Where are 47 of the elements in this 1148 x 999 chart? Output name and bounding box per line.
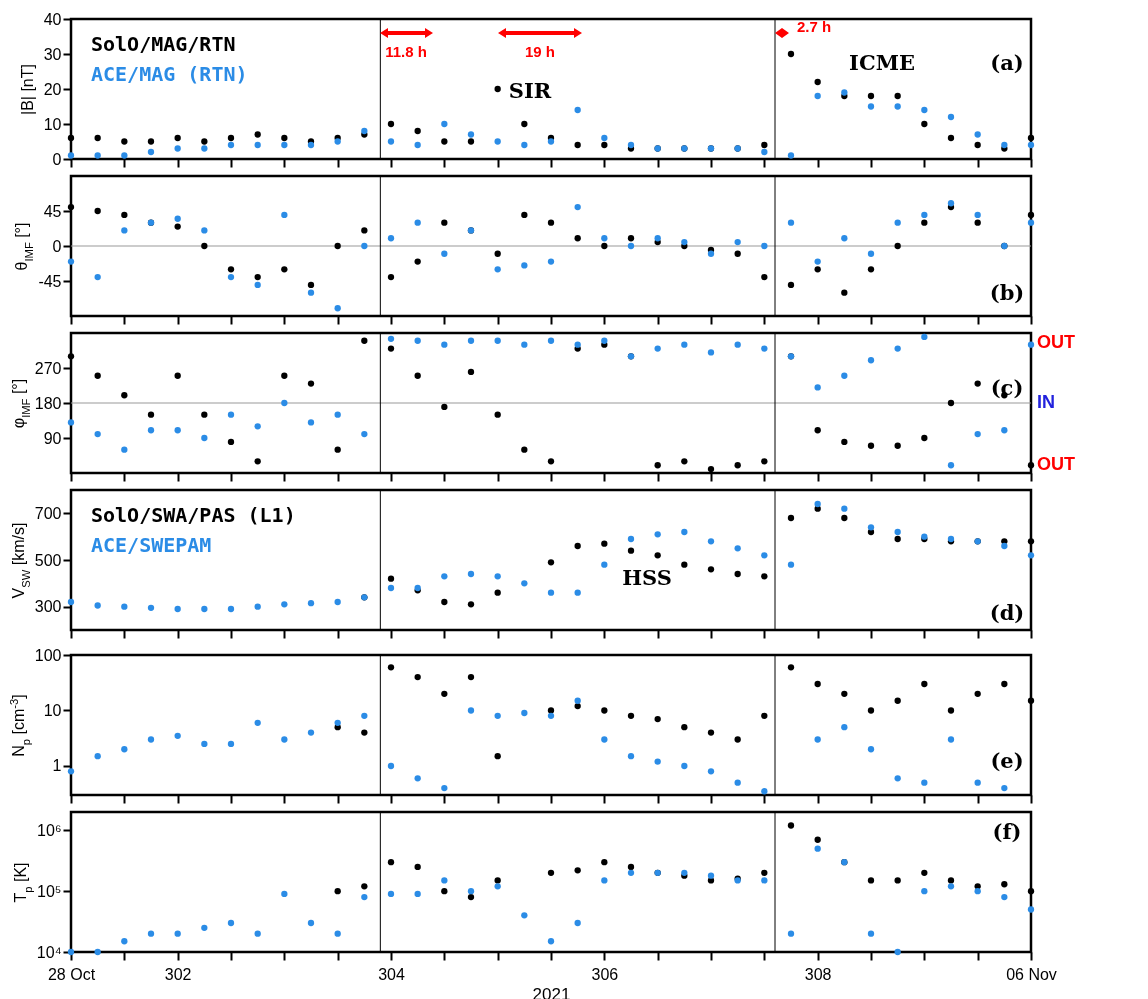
y-tick-label: 0 xyxy=(52,237,62,255)
x-tick-label: 28 Oct xyxy=(47,965,96,983)
y-tick-label: 1 xyxy=(52,757,62,775)
annotation: 11.8 h xyxy=(385,43,427,60)
annotation: 2.7 h xyxy=(797,18,832,35)
y-tick-label: 270 xyxy=(34,359,62,377)
x-tick-label: 304 xyxy=(378,965,405,983)
y-tick-label: 10 xyxy=(43,115,62,133)
annotation: (c) xyxy=(990,375,1024,400)
y-tick-label: 500 xyxy=(34,551,62,569)
x-tick-label: 06 Nov xyxy=(1006,965,1057,983)
text: OUT xyxy=(1037,454,1075,474)
y-tick-label: 300 xyxy=(34,598,62,616)
y-tick-label: 30 xyxy=(43,45,62,63)
annotation: (a) xyxy=(990,50,1024,75)
y-tick-label: 180 xyxy=(34,394,62,412)
y-tick-label: 700 xyxy=(34,504,62,522)
y-tick-label: 10⁴ xyxy=(36,943,62,961)
text: SolO/MAG/RTN xyxy=(91,32,236,56)
annotation: ICME xyxy=(849,50,915,75)
text: IN xyxy=(1037,392,1055,412)
y-axis-title: |B| [nT] xyxy=(18,64,36,115)
annotation: HSS xyxy=(622,565,672,590)
text: ACE/MAG (RTN) xyxy=(91,62,248,86)
y-tick-label: 100 xyxy=(34,646,62,664)
y-tick-label: 45 xyxy=(43,202,62,220)
y-tick-label: 90 xyxy=(43,429,62,447)
y-tick-label: -45 xyxy=(38,272,62,290)
y-tick-label: 0 xyxy=(52,150,62,168)
text: SolO/SWA/PAS (L1) xyxy=(91,503,296,527)
y-tick-label: 10 xyxy=(43,701,62,719)
x-tick-label: 308 xyxy=(804,965,832,983)
annotation: SIR xyxy=(508,78,552,103)
text: ACE/SWEPAM xyxy=(91,533,212,557)
annotation: 19 h xyxy=(524,43,556,60)
x-tick-label: 306 xyxy=(591,965,619,983)
y-tick-label: 20 xyxy=(43,80,62,98)
annotation: (b) xyxy=(989,280,1025,305)
annotation: (e) xyxy=(990,748,1024,773)
y-tick-label: 40 xyxy=(43,10,62,28)
text: OUT xyxy=(1037,332,1075,352)
y-tick-label: 10⁶ xyxy=(37,821,62,839)
annotation: (f) xyxy=(992,819,1022,844)
annotation: (d) xyxy=(989,600,1025,625)
x-axis-title: 2021 xyxy=(532,984,571,999)
y-tick-label: 10⁵ xyxy=(37,882,62,900)
x-tick-label: 302 xyxy=(164,965,192,983)
